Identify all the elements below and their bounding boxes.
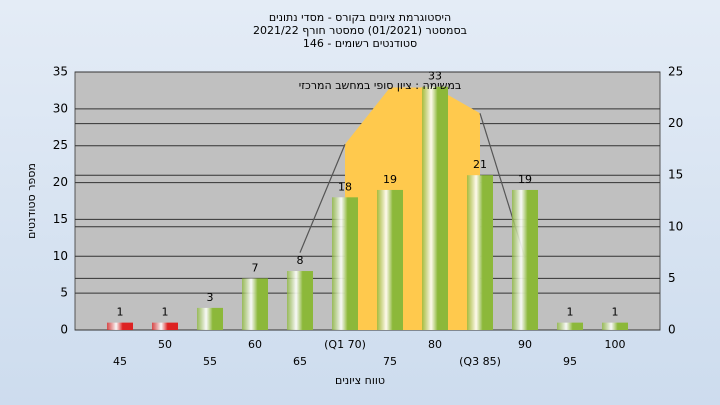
x-tick-label: 90 bbox=[518, 338, 532, 351]
value-label: 18 bbox=[338, 180, 352, 193]
bar bbox=[197, 307, 223, 330]
chart-title: היסטוגרמת ציונים בקורס - מסדי נתונים bbox=[269, 11, 451, 24]
bar bbox=[152, 322, 178, 330]
bar bbox=[602, 322, 628, 330]
y-tick-label: 10 bbox=[53, 249, 68, 263]
y-tick-label: 20 bbox=[53, 175, 68, 189]
x-tick-label: 55 bbox=[203, 355, 217, 368]
y-tick-label: 25 bbox=[53, 138, 68, 152]
bar bbox=[422, 86, 448, 330]
y2-tick-label: 20 bbox=[668, 116, 683, 130]
value-label: 19 bbox=[518, 173, 532, 186]
x-tick-label: 45 bbox=[113, 355, 127, 368]
value-label: 1 bbox=[117, 306, 124, 319]
annotation: במשימה : ציון סופי במחשב המרכזי bbox=[299, 79, 462, 92]
y2-tick-label: 0 bbox=[668, 323, 676, 337]
y-tick-label: 0 bbox=[60, 323, 68, 337]
x-tick-label: (Q1 70) bbox=[324, 338, 366, 351]
value-label: 1 bbox=[162, 306, 169, 319]
bar bbox=[332, 197, 358, 330]
y-axis-label: מספר סטודנטים bbox=[25, 163, 38, 239]
value-label: 21 bbox=[473, 158, 487, 171]
bar bbox=[512, 189, 538, 330]
line bbox=[299, 144, 346, 253]
bar bbox=[557, 322, 583, 330]
chart-title: סטודנטים רשומים - 146 bbox=[303, 37, 417, 50]
bar bbox=[287, 271, 313, 330]
x-tick-label: 75 bbox=[383, 355, 397, 368]
y2-tick-label: 15 bbox=[668, 168, 683, 182]
x-tick-label: 80 bbox=[428, 338, 442, 351]
chart-title: בסמסטר (01/2021) סמסטר חורף 2021/22 bbox=[253, 24, 467, 37]
bar bbox=[377, 189, 403, 330]
value-label: 1 bbox=[567, 306, 574, 319]
y-tick-label: 5 bbox=[60, 286, 68, 300]
value-label: 7 bbox=[252, 261, 259, 274]
x-tick-label: 50 bbox=[158, 338, 172, 351]
value-label: 8 bbox=[297, 254, 304, 267]
y2-tick-label: 10 bbox=[668, 219, 683, 233]
x-axis-label: טווח ציונים bbox=[335, 374, 385, 387]
marks bbox=[75, 71, 660, 331]
y-tick-label: 15 bbox=[53, 212, 68, 226]
y2-tick-label: 5 bbox=[668, 271, 676, 285]
x-tick-label: 65 bbox=[293, 355, 307, 368]
x-tick-label: (Q3 85) bbox=[459, 355, 501, 368]
bar bbox=[467, 175, 493, 330]
x-tick-label: 95 bbox=[563, 355, 577, 368]
value-label: 3 bbox=[207, 291, 214, 304]
x-tick-label: 60 bbox=[248, 338, 262, 351]
area bbox=[345, 87, 480, 330]
value-label: 1 bbox=[612, 306, 619, 319]
y-tick-label: 35 bbox=[53, 65, 68, 79]
value-label: 19 bbox=[383, 173, 397, 186]
y-tick-label: 30 bbox=[53, 101, 68, 115]
x-tick-label: 100 bbox=[605, 338, 626, 351]
value-label: 33 bbox=[428, 70, 442, 83]
y2-tick-label: 25 bbox=[668, 65, 683, 79]
bar bbox=[107, 322, 133, 330]
bar bbox=[242, 278, 268, 330]
